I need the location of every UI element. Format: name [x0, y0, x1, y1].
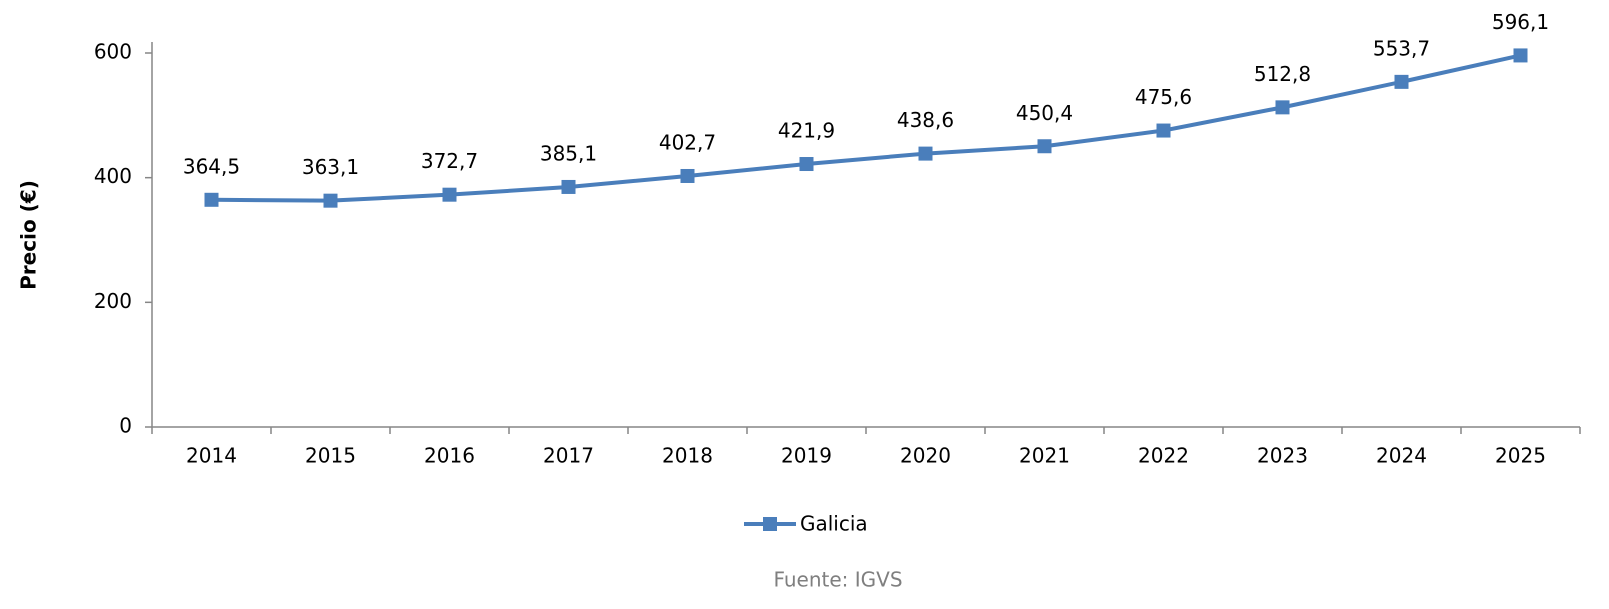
data-label: 364,5 — [183, 154, 240, 178]
y-tick-label: 400 — [94, 164, 132, 188]
x-tick-label: 2025 — [1495, 444, 1546, 468]
data-label: 363,1 — [302, 155, 359, 179]
x-tick-label: 2020 — [900, 444, 951, 468]
y-tick-label: 0 — [119, 414, 132, 438]
source: Fuente: IGVS — [773, 568, 902, 592]
marker — [323, 193, 338, 208]
legend-label: Galicia — [800, 512, 868, 536]
data-label: 438,6 — [897, 108, 954, 132]
marker — [1394, 74, 1409, 89]
x-tick-label: 2022 — [1138, 444, 1189, 468]
y-tick-label: 600 — [94, 40, 132, 64]
data-label: 475,6 — [1135, 85, 1192, 109]
marker — [1275, 100, 1290, 115]
x-tick-label: 2018 — [662, 444, 713, 468]
series-line — [211, 53, 1521, 203]
data-label: 372,7 — [421, 149, 478, 173]
y-axis-label: Precio (€) — [17, 180, 41, 290]
y-tick-label: 200 — [94, 289, 132, 313]
marker — [442, 187, 457, 202]
marker — [204, 192, 219, 207]
x-tick-label: 2017 — [543, 444, 594, 468]
marker — [1156, 123, 1171, 138]
marker — [561, 179, 576, 194]
marker — [918, 146, 933, 161]
x-tick-label: 2014 — [186, 444, 237, 468]
data-label: 402,7 — [659, 130, 716, 154]
marker — [1513, 48, 1528, 63]
x-tick-label: 2024 — [1376, 444, 1427, 468]
x-tick-label: 2015 — [305, 444, 356, 468]
data-label: 553,7 — [1373, 36, 1430, 60]
x-tick-label: 2023 — [1257, 444, 1308, 468]
data-label: 421,9 — [778, 119, 835, 143]
x-tick-label: 2021 — [1019, 444, 1070, 468]
marker — [680, 168, 695, 183]
x-tick-label: 2016 — [424, 444, 475, 468]
data-label: 385,1 — [540, 141, 597, 165]
data-label: 450,4 — [1016, 101, 1073, 125]
legend-marker — [763, 517, 777, 531]
x-tick-label: 2019 — [781, 444, 832, 468]
legend: Galicia — [744, 512, 868, 536]
data-label: 596,1 — [1492, 10, 1549, 34]
data-label: 512,8 — [1254, 62, 1311, 86]
marker — [799, 157, 814, 172]
marker — [1037, 139, 1052, 154]
